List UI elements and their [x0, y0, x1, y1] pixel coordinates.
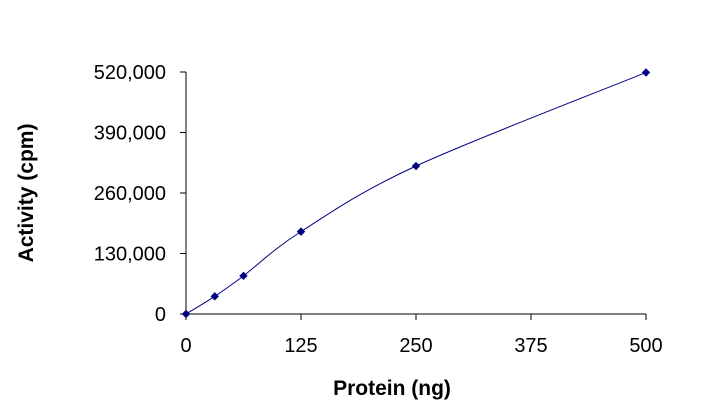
- data-point: [210, 292, 219, 301]
- x-tick-label: 0: [180, 335, 191, 357]
- y-tick-label: 0: [155, 304, 166, 326]
- data-point: [181, 309, 191, 319]
- data-point: [239, 271, 248, 281]
- tick-labels: 0 130,000 260,000 390,000 520,000 0 125 250 375 5…: [94, 62, 663, 357]
- x-tick-label: 125: [284, 335, 317, 357]
- x-tick-label: 375: [514, 335, 547, 357]
- series-line: [185, 72, 647, 315]
- data-point: [641, 68, 651, 77]
- y-axis-title: Activity (cpm): [15, 124, 38, 263]
- y-tick-label: 260,000: [94, 183, 166, 205]
- x-axis-title: Protein (ng): [333, 377, 451, 400]
- x-tick-label: 250: [399, 335, 432, 357]
- y-tick-label: 130,000: [94, 244, 166, 266]
- series: [181, 68, 651, 319]
- axes: [180, 71, 647, 320]
- y-tick-label: 520,000: [94, 62, 166, 84]
- data-point: [296, 227, 306, 236]
- y-tick-label: 390,000: [94, 123, 166, 145]
- x-tick-label: 500: [629, 335, 662, 357]
- data-point: [411, 161, 421, 171]
